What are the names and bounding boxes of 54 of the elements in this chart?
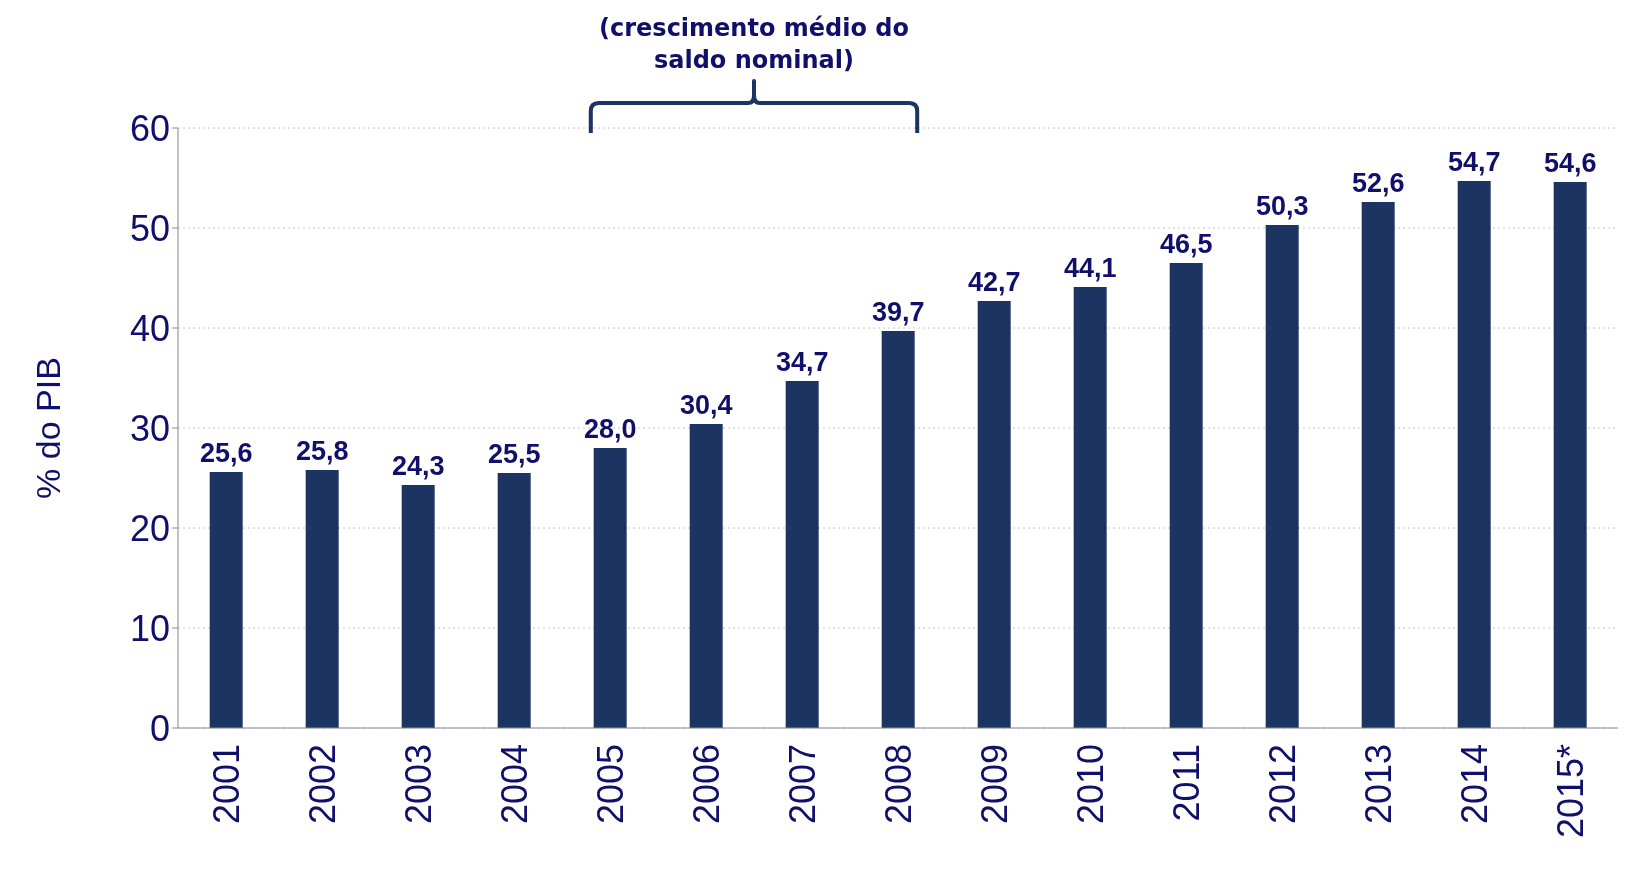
x-tick-label: 2009 <box>973 744 1015 825</box>
y-tick-label: 40 <box>129 307 170 349</box>
bar <box>689 424 723 728</box>
data-label: 39,7 <box>871 297 925 327</box>
x-tick-label: 2005 <box>589 744 631 825</box>
x-tick-label: 2007 <box>781 744 823 825</box>
y-tick-label: 20 <box>129 507 170 549</box>
bar <box>1361 202 1395 728</box>
x-tick-label: 2011 <box>1165 744 1207 822</box>
data-label: 25,8 <box>295 436 349 466</box>
data-label: 25,5 <box>487 439 541 469</box>
bar <box>1169 263 1203 728</box>
x-tick-label: 2003 <box>397 744 439 825</box>
data-label: 46,5 <box>1159 229 1213 259</box>
bar <box>497 473 531 728</box>
data-label: 30,4 <box>679 390 733 420</box>
y-tick-label: 10 <box>129 607 170 649</box>
data-label: 24,3 <box>391 451 445 481</box>
x-tick-label: 2004 <box>493 744 535 825</box>
data-label: 42,7 <box>967 267 1021 297</box>
y-tick-label: 30 <box>129 407 170 449</box>
data-label: 52,6 <box>1351 168 1405 198</box>
y-tick-label: 50 <box>129 207 170 249</box>
x-tick-label: 2015* <box>1549 744 1591 839</box>
data-label: 50,3 <box>1255 191 1309 221</box>
data-label: 44,1 <box>1063 253 1117 283</box>
text: (crescimento médio do saldo nominal) <box>598 13 910 76</box>
y-axis-title: % do PIB <box>29 357 68 499</box>
data-label: 34,7 <box>775 347 829 377</box>
x-tick-label: 2001 <box>205 744 247 825</box>
y-tick-label: 60 <box>129 107 170 149</box>
data-label: 25,6 <box>199 438 253 468</box>
bar <box>1553 182 1587 728</box>
bar <box>1457 181 1491 728</box>
data-label: 28,0 <box>583 414 637 444</box>
x-tick-label: 2013 <box>1357 744 1399 825</box>
bar <box>1073 287 1107 728</box>
data-label: 54,6 <box>1543 148 1597 178</box>
y-tick-label: 0 <box>149 707 170 749</box>
bar <box>209 472 243 728</box>
x-tick-label: 2002 <box>301 744 343 825</box>
x-tick-label: 2014 <box>1453 744 1495 825</box>
bar <box>593 448 627 728</box>
bar <box>977 301 1011 728</box>
bar <box>1265 225 1299 728</box>
bar <box>401 485 435 728</box>
bar <box>305 470 339 728</box>
x-tick-label: 2008 <box>877 744 919 825</box>
data-label: 54,7 <box>1447 147 1501 177</box>
x-tick-label: 2006 <box>685 744 727 825</box>
bar <box>881 331 915 728</box>
x-tick-label: 2010 <box>1069 744 1111 825</box>
x-tick-label: 2012 <box>1261 744 1303 825</box>
bar <box>785 381 819 728</box>
